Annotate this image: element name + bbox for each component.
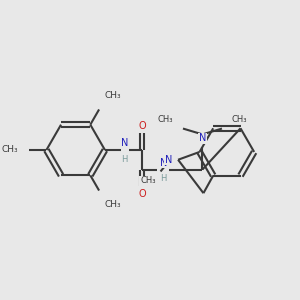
Text: O: O	[138, 189, 146, 199]
Text: CH₃: CH₃	[232, 115, 247, 124]
Text: N: N	[199, 133, 206, 143]
Text: CH₃: CH₃	[140, 176, 156, 185]
Text: O: O	[138, 121, 146, 130]
Text: CH₃: CH₃	[104, 91, 121, 100]
Text: CH₃: CH₃	[104, 200, 121, 209]
Text: H: H	[121, 155, 127, 164]
Text: CH₃: CH₃	[2, 146, 18, 154]
Text: H: H	[160, 174, 167, 183]
Text: CH₃: CH₃	[158, 115, 173, 124]
Text: N: N	[165, 155, 172, 165]
Text: N: N	[121, 138, 128, 148]
Text: N: N	[160, 158, 167, 168]
